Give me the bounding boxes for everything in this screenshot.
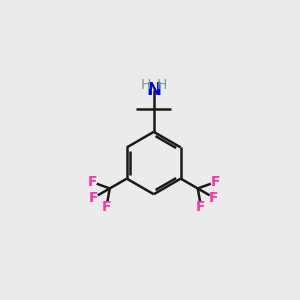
Text: H: H (157, 78, 167, 92)
Text: F: F (89, 191, 98, 205)
Text: F: F (88, 175, 97, 189)
Text: F: F (210, 175, 220, 189)
Text: F: F (209, 191, 218, 205)
Text: N: N (146, 81, 161, 99)
Text: F: F (102, 200, 111, 214)
Text: H: H (140, 78, 151, 92)
Text: F: F (196, 200, 206, 214)
